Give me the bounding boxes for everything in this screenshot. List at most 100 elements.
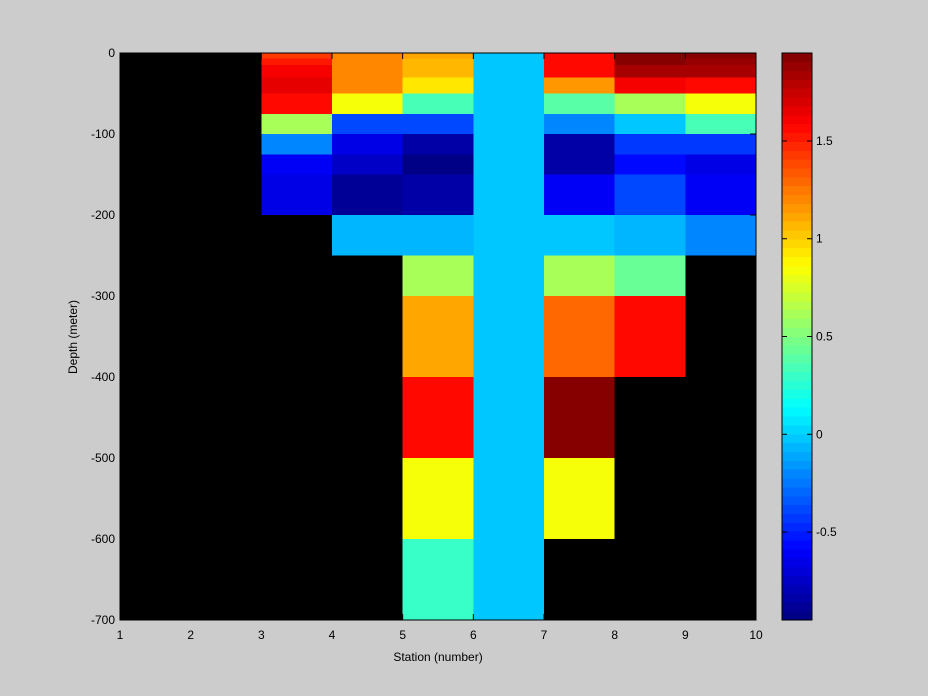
heatmap-cell [261,154,332,175]
colorbar-level [782,265,812,275]
heatmap-cell [402,93,474,114]
plot-frame [119,52,757,621]
heatmap-cell [685,154,756,175]
heatmap-cell [473,53,544,620]
heatmap-cell [614,134,686,155]
colorbar-level [782,407,812,417]
colorbar-level [782,380,812,390]
colorbar-level [782,487,812,497]
heatmap-cell [685,93,756,114]
x-tick-label: 8 [611,628,618,642]
y-tick-label: -600 [91,532,115,546]
heatmap-cell [544,58,615,66]
heatmap-cell [261,174,332,215]
colorbar-level [782,185,812,196]
heatmap-cell [685,134,756,155]
colorbar-tick-label: 0 [816,427,823,441]
heatmap-cell [614,255,686,296]
heatmap-cell [544,296,615,377]
y-tick-label: -400 [91,370,115,384]
colorbar-level [782,115,812,125]
colorbar-level [782,318,812,328]
y-axis: 0 -100 -200 -300 -400 -500 -600 -700 [91,46,756,627]
heatmap-cell [685,65,756,78]
colorbar-tick-label: -0.5 [816,525,837,539]
heatmap-cell [544,458,615,539]
heatmap-cell [544,174,615,215]
colorbar-tick-label: 1.5 [816,134,833,148]
colorbar-level [782,345,812,355]
heatmap-cell [332,93,403,114]
colorbar-level [782,106,812,116]
colorbar-level [782,168,812,178]
colorbar-level [782,531,812,541]
colorbar-level [782,469,812,479]
heatmap-cell [614,93,686,114]
heatmap-cell [544,93,615,114]
colorbar-ticks: -0.5 0 0.5 1 1.5 [782,134,837,539]
colorbar-level [782,593,812,603]
heatmap-cell [402,377,474,458]
colorbar-level [782,274,812,284]
heatmap-cell [402,113,474,134]
heatmap-cell [261,113,332,134]
colorbar-level [782,478,812,488]
x-tick-label: 5 [399,628,406,642]
colorbar-level [782,212,812,222]
colorbar-level [782,61,812,72]
colorbar-level [782,159,812,169]
x-tick-label: 3 [258,628,265,642]
colorbar-level [782,177,812,187]
heatmap-cell [402,539,474,620]
colorbar-level [782,460,812,470]
heatmap-cell [402,255,474,296]
x-axis: 1 2 3 4 5 6 7 8 9 10 [117,53,763,642]
colorbar-level [782,557,812,568]
colorbar-level [782,301,812,311]
colorbar-level [782,549,812,559]
colorbar-level [782,327,812,337]
colorbar-gradient [782,53,812,621]
colorbar-level [782,132,812,142]
y-tick-label: -200 [91,208,115,222]
heatmap-cell [685,53,756,59]
colorbar-level [782,194,812,204]
x-axis-label: Station (number) [393,650,482,664]
heatmap-cell [614,77,686,94]
heatmap-cell [402,215,474,256]
heatmap-cell [402,296,474,377]
heatmap-cell [332,53,403,94]
colorbar-level [782,203,812,213]
heatmap-cell [261,134,332,155]
heatmap-cell [614,53,686,59]
heatmap-cell [614,296,686,377]
heatmap-cell [544,377,615,458]
colorbar-level [782,150,812,160]
colorbar-level [782,247,812,258]
colorbar-level [782,123,812,134]
heatmap-cell [332,113,403,134]
heatmap-cell [614,113,686,134]
colorbar-level [782,97,812,107]
heatmap-cell [332,215,403,256]
heatmap-cell [544,215,615,256]
colorbar-level [782,433,812,444]
colorbar-level [782,389,812,399]
colorbar-level [782,513,812,523]
heatmap-cell [685,58,756,66]
heatmap-cell [402,174,474,215]
colorbar-level [782,451,812,461]
colorbar-level [782,283,812,293]
x-tick-label: 10 [749,628,763,642]
heatmap-cell [544,113,615,134]
heatmap-cell [261,58,332,66]
heatmap-cell [261,77,332,94]
heatmap-cell [402,134,474,155]
colorbar-level [782,416,812,426]
colorbar-tick-label: 1 [816,232,823,246]
x-tick-label: 1 [117,628,124,642]
colorbar-level [782,442,812,452]
heatmap-cell [685,77,756,94]
heatmap-cell [332,154,403,175]
x-tick-label: 6 [470,628,477,642]
